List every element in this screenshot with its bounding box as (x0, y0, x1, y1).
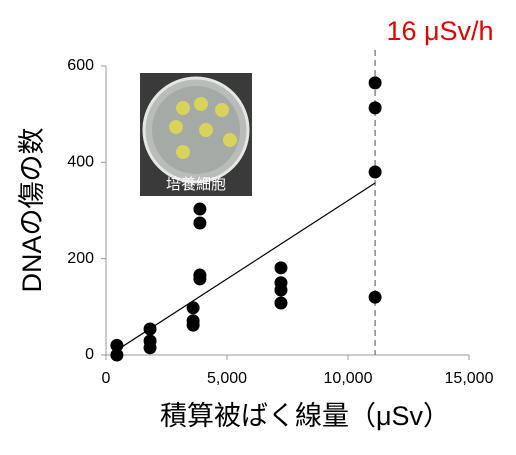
cell-colony (176, 101, 190, 115)
point (186, 318, 200, 332)
point (110, 338, 124, 352)
point (143, 341, 157, 355)
point (368, 165, 382, 179)
y-axis-label: DNAの傷の数 (17, 127, 47, 292)
point (186, 301, 200, 315)
cell-colony (194, 97, 208, 111)
x-tick-label: 15,000 (445, 370, 494, 387)
inset-label: 培養細胞 (166, 176, 226, 193)
y-tick-label: 200 (67, 250, 94, 267)
point (193, 272, 207, 286)
point (274, 283, 288, 297)
cell-colony (215, 103, 229, 117)
inset-photo: 培養細胞 (140, 73, 252, 196)
x-tick-label: 5,000 (207, 370, 247, 387)
x-tick-label: 10,000 (324, 370, 373, 387)
y-tick-label: 400 (67, 154, 94, 171)
point (193, 216, 207, 230)
cell-colony (169, 120, 183, 134)
y-tick-label: 600 (67, 57, 94, 74)
reference-label: 16 μSv/h (386, 16, 493, 46)
trend-line (116, 182, 376, 351)
point (368, 290, 382, 304)
point (193, 202, 207, 216)
cell-colony (199, 123, 213, 137)
point (274, 296, 288, 310)
cell-colony (223, 133, 237, 147)
point (368, 101, 382, 115)
point (274, 261, 288, 275)
point (368, 76, 382, 90)
cell-colony (176, 145, 190, 159)
point (143, 322, 157, 336)
x-axis-label: 積算被ばく線量（μSv） (160, 401, 450, 431)
x-tick-label: 0 (102, 370, 111, 387)
y-tick-label: 0 (85, 346, 94, 363)
point (110, 348, 124, 362)
